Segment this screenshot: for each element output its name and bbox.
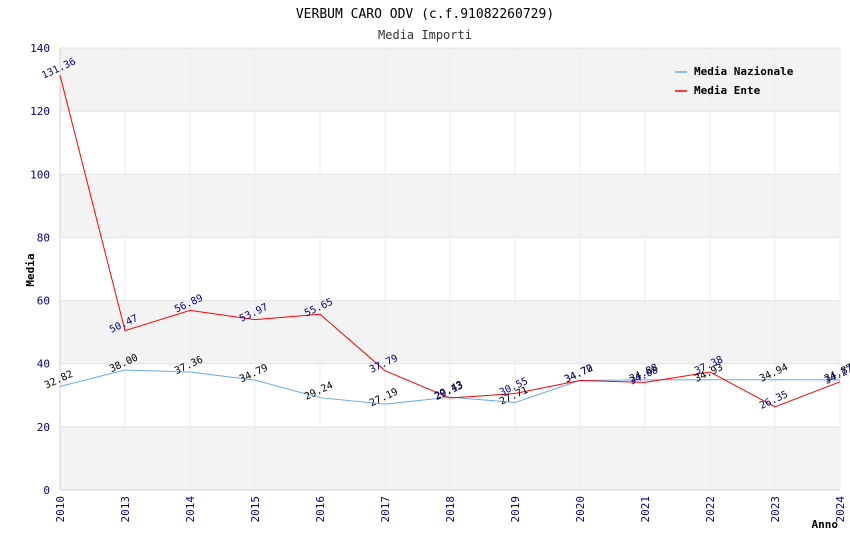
x-tick-label: 2016 [314,496,327,523]
x-tick-label: 2014 [184,496,197,523]
x-tick-label: 2019 [509,496,522,523]
x-tick-label: 2020 [574,496,587,523]
x-axis-ticks: 2010 2013 2014 2015 2016 2017 2018 2019 2020 2021… [54,496,847,523]
x-tick-label: 2023 [769,496,782,523]
data-label-nazionale: 34.79 [238,363,270,386]
x-tick-label: 2013 [119,496,132,523]
data-label-nazionale: 29.24 [303,380,335,403]
y-tick-label: 120 [30,105,50,118]
series-line-nazionale [59,369,841,405]
x-tick-label: 2015 [249,496,262,523]
series-line-ente [59,75,841,408]
x-tick-label: 2024 [834,496,847,523]
series-lines [59,75,841,408]
x-tick-label: 2010 [54,496,67,523]
data-label-nazionale: 32.82 [43,369,75,392]
x-axis-label: Anno [812,518,839,531]
data-label-ente: 26.35 [758,389,790,412]
legend: Media Nazionale Media Ente [675,65,794,97]
y-tick-label: 40 [37,358,50,371]
grid-lines [59,47,841,491]
y-tick-label: 80 [37,231,50,244]
chart-subtitle: Media Importi [378,28,472,42]
y-axis-label: Media [24,253,37,286]
y-tick-label: 100 [30,168,50,181]
x-tick-label: 2021 [639,496,652,523]
legend-label-ente: Media Ente [694,84,761,97]
chart-title: VERBUM CARO ODV (c.f.91082260729) [296,7,554,22]
data-label-nazionale: 27.19 [368,387,400,410]
y-tick-label: 20 [37,421,50,434]
x-tick-label: 2022 [704,496,717,523]
y-tick-label: 0 [43,484,50,497]
data-label-ente: 34.70 [563,363,595,386]
data-label-nazionale: 34.94 [758,362,790,385]
x-tick-label: 2018 [444,496,457,523]
y-tick-label: 60 [37,295,50,308]
y-axis-ticks: 0 20 40 60 80 100 120 140 [30,42,50,497]
legend-label-nazionale: Media Nazionale [694,65,794,78]
x-tick-label: 2017 [379,496,392,523]
y-tick-label: 140 [30,42,50,55]
